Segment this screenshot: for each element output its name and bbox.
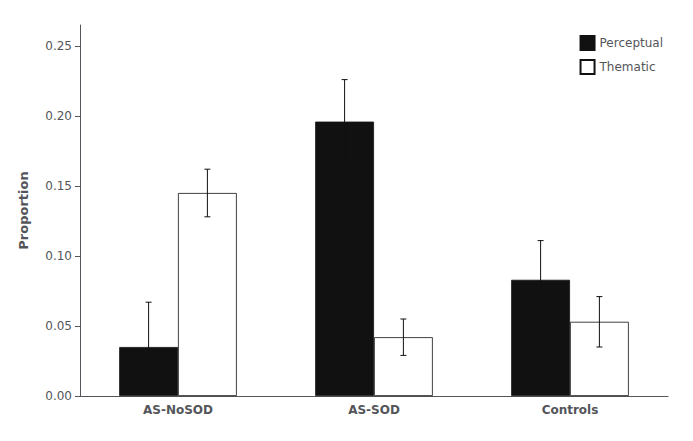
svg-text:AS-SOD: AS-SOD xyxy=(348,403,400,417)
svg-text:Perceptual: Perceptual xyxy=(600,36,663,50)
svg-text:0.00: 0.00 xyxy=(45,389,72,403)
svg-text:0.25: 0.25 xyxy=(45,39,72,53)
svg-text:Controls: Controls xyxy=(542,403,599,417)
svg-text:0.15: 0.15 xyxy=(45,179,72,193)
svg-text:0.05: 0.05 xyxy=(45,319,72,333)
svg-text:0.10: 0.10 xyxy=(45,249,72,263)
svg-text:0.20: 0.20 xyxy=(45,109,72,123)
svg-text:AS-NoSOD: AS-NoSOD xyxy=(143,403,213,417)
svg-text:Thematic: Thematic xyxy=(599,60,656,74)
svg-text:Proportion: Proportion xyxy=(16,171,31,249)
